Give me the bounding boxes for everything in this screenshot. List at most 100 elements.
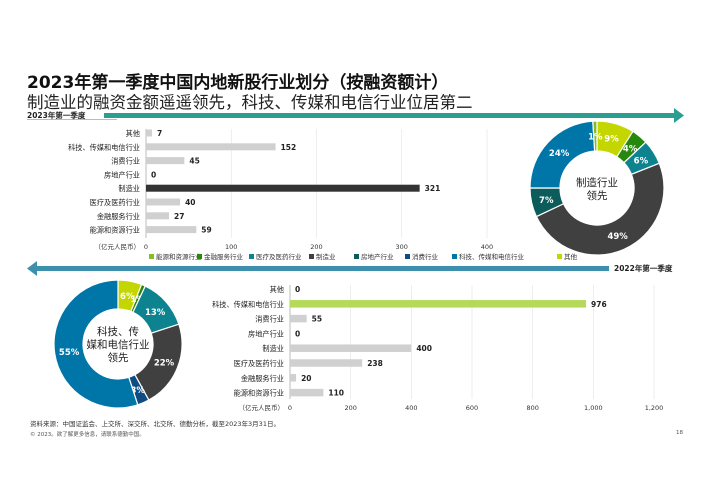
bar	[146, 157, 185, 165]
donut-slice	[535, 162, 665, 256]
legend-label: 医疗及医药行业	[256, 252, 302, 261]
x-tick-label: 0	[288, 404, 292, 412]
page-subtitle: 制造业的融资金额遥遥领先，科技、传媒和电信行业位居第二	[27, 93, 473, 112]
slice-label: 49%	[607, 232, 628, 242]
bottom-period-label: 2022年第一季度	[614, 264, 673, 273]
category-label: 房地产行业	[104, 170, 140, 179]
donut-center-label: 科技、传	[97, 325, 139, 338]
category-label: 科技、传媒和电信行业	[212, 300, 284, 309]
top-arrow-band	[27, 108, 684, 123]
data-label: 0	[151, 170, 156, 179]
bar	[290, 300, 587, 308]
bar	[146, 184, 420, 192]
bar	[290, 314, 307, 323]
bar	[146, 143, 276, 151]
slice-label: 4%	[623, 144, 638, 154]
data-label: 0	[295, 329, 300, 338]
data-label: 40	[185, 198, 195, 207]
category-label: 制造业	[118, 184, 140, 193]
category-label: 消费行业	[255, 315, 284, 324]
category-label: 制造业	[262, 344, 284, 353]
legend-label: 科技、传媒和电信行业	[459, 252, 525, 261]
bar	[290, 374, 297, 382]
legend-swatch	[354, 254, 359, 259]
data-label: 400	[416, 344, 432, 353]
legend-label: 金融服务行业	[204, 252, 244, 261]
page-number: 18	[676, 430, 683, 436]
slice-label: 6%	[634, 157, 649, 167]
legend-label: 消费行业	[412, 252, 439, 261]
slice-label: 6%	[120, 292, 135, 302]
data-label: 976	[591, 300, 607, 309]
source-note: 资料来源：中国证监会、上交所、深交所、北交所、德勤分析，截至2023年3月31日…	[30, 420, 280, 428]
slice-label: 1%	[130, 295, 145, 305]
x-tick-label: 300	[396, 243, 408, 251]
data-label: 59	[201, 226, 211, 235]
slice-label: 22%	[154, 359, 175, 369]
category-label: 房地产行业	[248, 329, 284, 338]
bar	[290, 359, 363, 367]
data-label: 321	[425, 184, 441, 193]
top-period-label: 2023年第一季度	[27, 111, 86, 120]
legend-label: 制造业	[316, 252, 336, 261]
legend-swatch	[197, 254, 202, 259]
x-tick-label: 200	[310, 243, 322, 251]
data-label: 0	[295, 285, 300, 294]
slice-label: 9%	[604, 135, 619, 145]
page-title: 2023年第一季度中国内地新股行业划分（按融资额计）	[27, 73, 449, 93]
bar	[146, 212, 170, 220]
category-label: 金融服务行业	[241, 374, 284, 383]
category-label: 能源和资源行业	[90, 226, 140, 235]
legend-swatch	[405, 254, 410, 259]
category-label: 消费行业	[111, 157, 140, 166]
category-label: 科技、传媒和电信行业	[68, 143, 140, 152]
data-label: 7	[157, 129, 162, 138]
x-axis-label: （亿元人民币）	[95, 242, 141, 251]
bar	[146, 226, 197, 234]
category-label: 能源和资源行业	[234, 389, 284, 398]
legend-label: 房地产行业	[361, 252, 394, 261]
donut-center-label: 制造行业	[576, 176, 618, 189]
data-label: 238	[367, 359, 383, 368]
donut-slice	[592, 120, 598, 152]
data-label: 20	[301, 374, 311, 383]
legend: 能源和资源行业 金融服务行业 医疗及医药行业 制造业 房地产行业 消费行业 科技、传媒和电信…	[149, 252, 578, 261]
data-label: 55	[312, 315, 322, 324]
slice-label: 13%	[145, 308, 166, 318]
slice-label: 1%	[588, 133, 603, 143]
slice-label: 55%	[59, 348, 80, 358]
donut-center-label: 领先	[108, 351, 129, 364]
x-tick-label: 100	[225, 243, 237, 251]
x-tick-label: 400	[481, 243, 493, 251]
category-label: 其他	[270, 285, 284, 294]
legend-label: 能源和资源行业	[156, 252, 202, 261]
category-label: 医疗及医药行业	[90, 198, 140, 207]
mid-arrow-band	[27, 261, 609, 276]
slice-label: 3%	[130, 386, 145, 396]
copyright-note: © 2023。欲了解更多信息，请联系德勤中国。	[30, 432, 145, 438]
bar	[290, 388, 324, 397]
data-label: 110	[328, 389, 344, 398]
legend-swatch	[309, 254, 314, 259]
x-tick-label: 600	[466, 404, 478, 412]
category-label: 其他	[126, 129, 140, 138]
x-tick-label: 1,200	[645, 404, 664, 412]
bar	[290, 344, 412, 352]
category-label: 医疗及医药行业	[234, 359, 284, 368]
x-axis-label: （亿元人民币）	[239, 403, 285, 412]
donut-slice	[53, 279, 139, 409]
x-tick-label: 400	[405, 404, 417, 412]
legend-label: 其他	[564, 252, 578, 261]
legend-swatch	[149, 254, 154, 259]
slice-label: 7%	[539, 196, 554, 206]
data-label: 27	[174, 212, 184, 221]
x-tick-label: 200	[344, 404, 356, 412]
legend-swatch	[452, 254, 457, 259]
x-tick-label: 800	[526, 404, 538, 412]
